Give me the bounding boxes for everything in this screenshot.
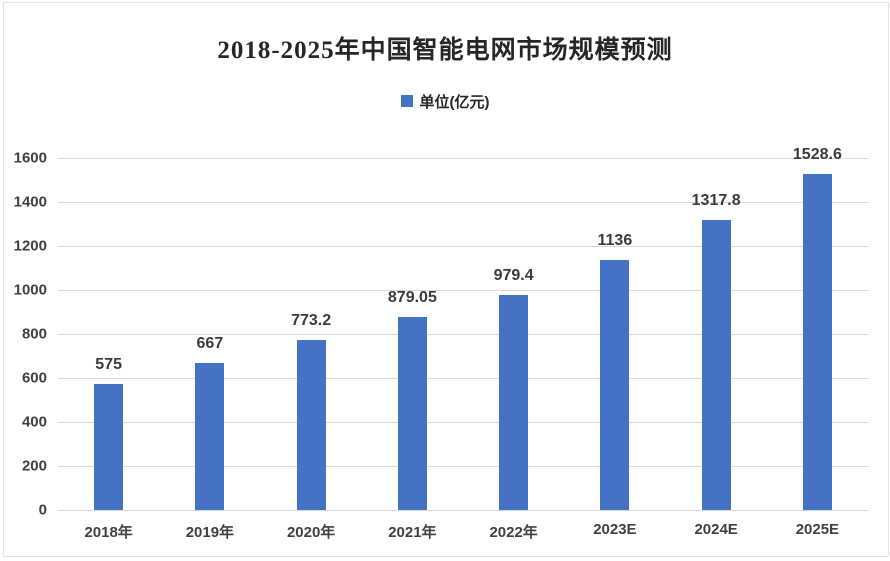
y-axis-tick-label: 400: [21, 413, 47, 431]
y-axis-tick-label: 0: [38, 501, 47, 519]
gridline: [58, 466, 868, 467]
x-axis-tick-label: 2024E: [694, 521, 738, 538]
bar-2025E: [802, 173, 832, 510]
bar-2019年: [195, 363, 225, 510]
y-axis-tick-label: 1000: [13, 281, 47, 299]
legend-label: 单位(亿元): [419, 93, 490, 111]
x-axis-tick-label: 2020年: [286, 524, 336, 541]
bar-2020年: [296, 339, 326, 510]
y-axis-tick-label: 600: [21, 369, 47, 387]
x-axis-tick-label: 2025E: [795, 521, 840, 538]
gridline: [58, 378, 868, 379]
value-label-2025E: 1528.6: [792, 145, 842, 163]
y-axis-tick-label: 800: [21, 325, 47, 343]
y-axis-tick-label: 1600: [13, 149, 47, 167]
value-label-2022年: 979.4: [493, 266, 534, 284]
plot-area: 0 200 400 600 800 1000 1200 1400 1600 575 2018年 667…: [14, 146, 868, 541]
x-axis-tick-label: 2021年: [388, 524, 437, 541]
value-label-2021年: 879.05: [387, 288, 437, 306]
bar-2018年: [94, 383, 124, 510]
x-axis-tick-label: 2023E: [593, 521, 637, 538]
y-axis-tick-label: 200: [21, 457, 47, 475]
gridline: [58, 158, 868, 159]
value-label-2023E: 1136: [597, 232, 633, 250]
gridline: [58, 334, 868, 335]
gridline: [58, 422, 868, 423]
legend: 单位(亿元): [0, 92, 890, 111]
gridline: [58, 202, 868, 203]
bar-2023E: [600, 260, 630, 510]
legend-marker-icon: [400, 95, 413, 107]
bar-2021年: [397, 316, 427, 510]
gridline: [58, 510, 868, 511]
gridline: [58, 246, 868, 247]
y-axis-tick-label: 1200: [13, 237, 47, 255]
value-label-2020年: 773.2: [291, 311, 332, 329]
value-label-2024E: 1317.8: [691, 192, 741, 210]
gridline: [58, 290, 868, 291]
x-axis-tick-label: 2019年: [185, 524, 235, 541]
bar-2022年: [499, 294, 529, 510]
value-label-2018年: 575: [95, 355, 122, 373]
value-label-2019年: 667: [196, 335, 224, 353]
x-axis-tick-label: 2022年: [489, 524, 538, 541]
chart-title: 2018-2025年中国智能电网市场规模预测: [217, 37, 673, 64]
x-axis-tick-label: 2018年: [84, 524, 133, 541]
bar-2024E: [701, 220, 731, 510]
y-axis-tick-label: 1400: [13, 193, 47, 211]
